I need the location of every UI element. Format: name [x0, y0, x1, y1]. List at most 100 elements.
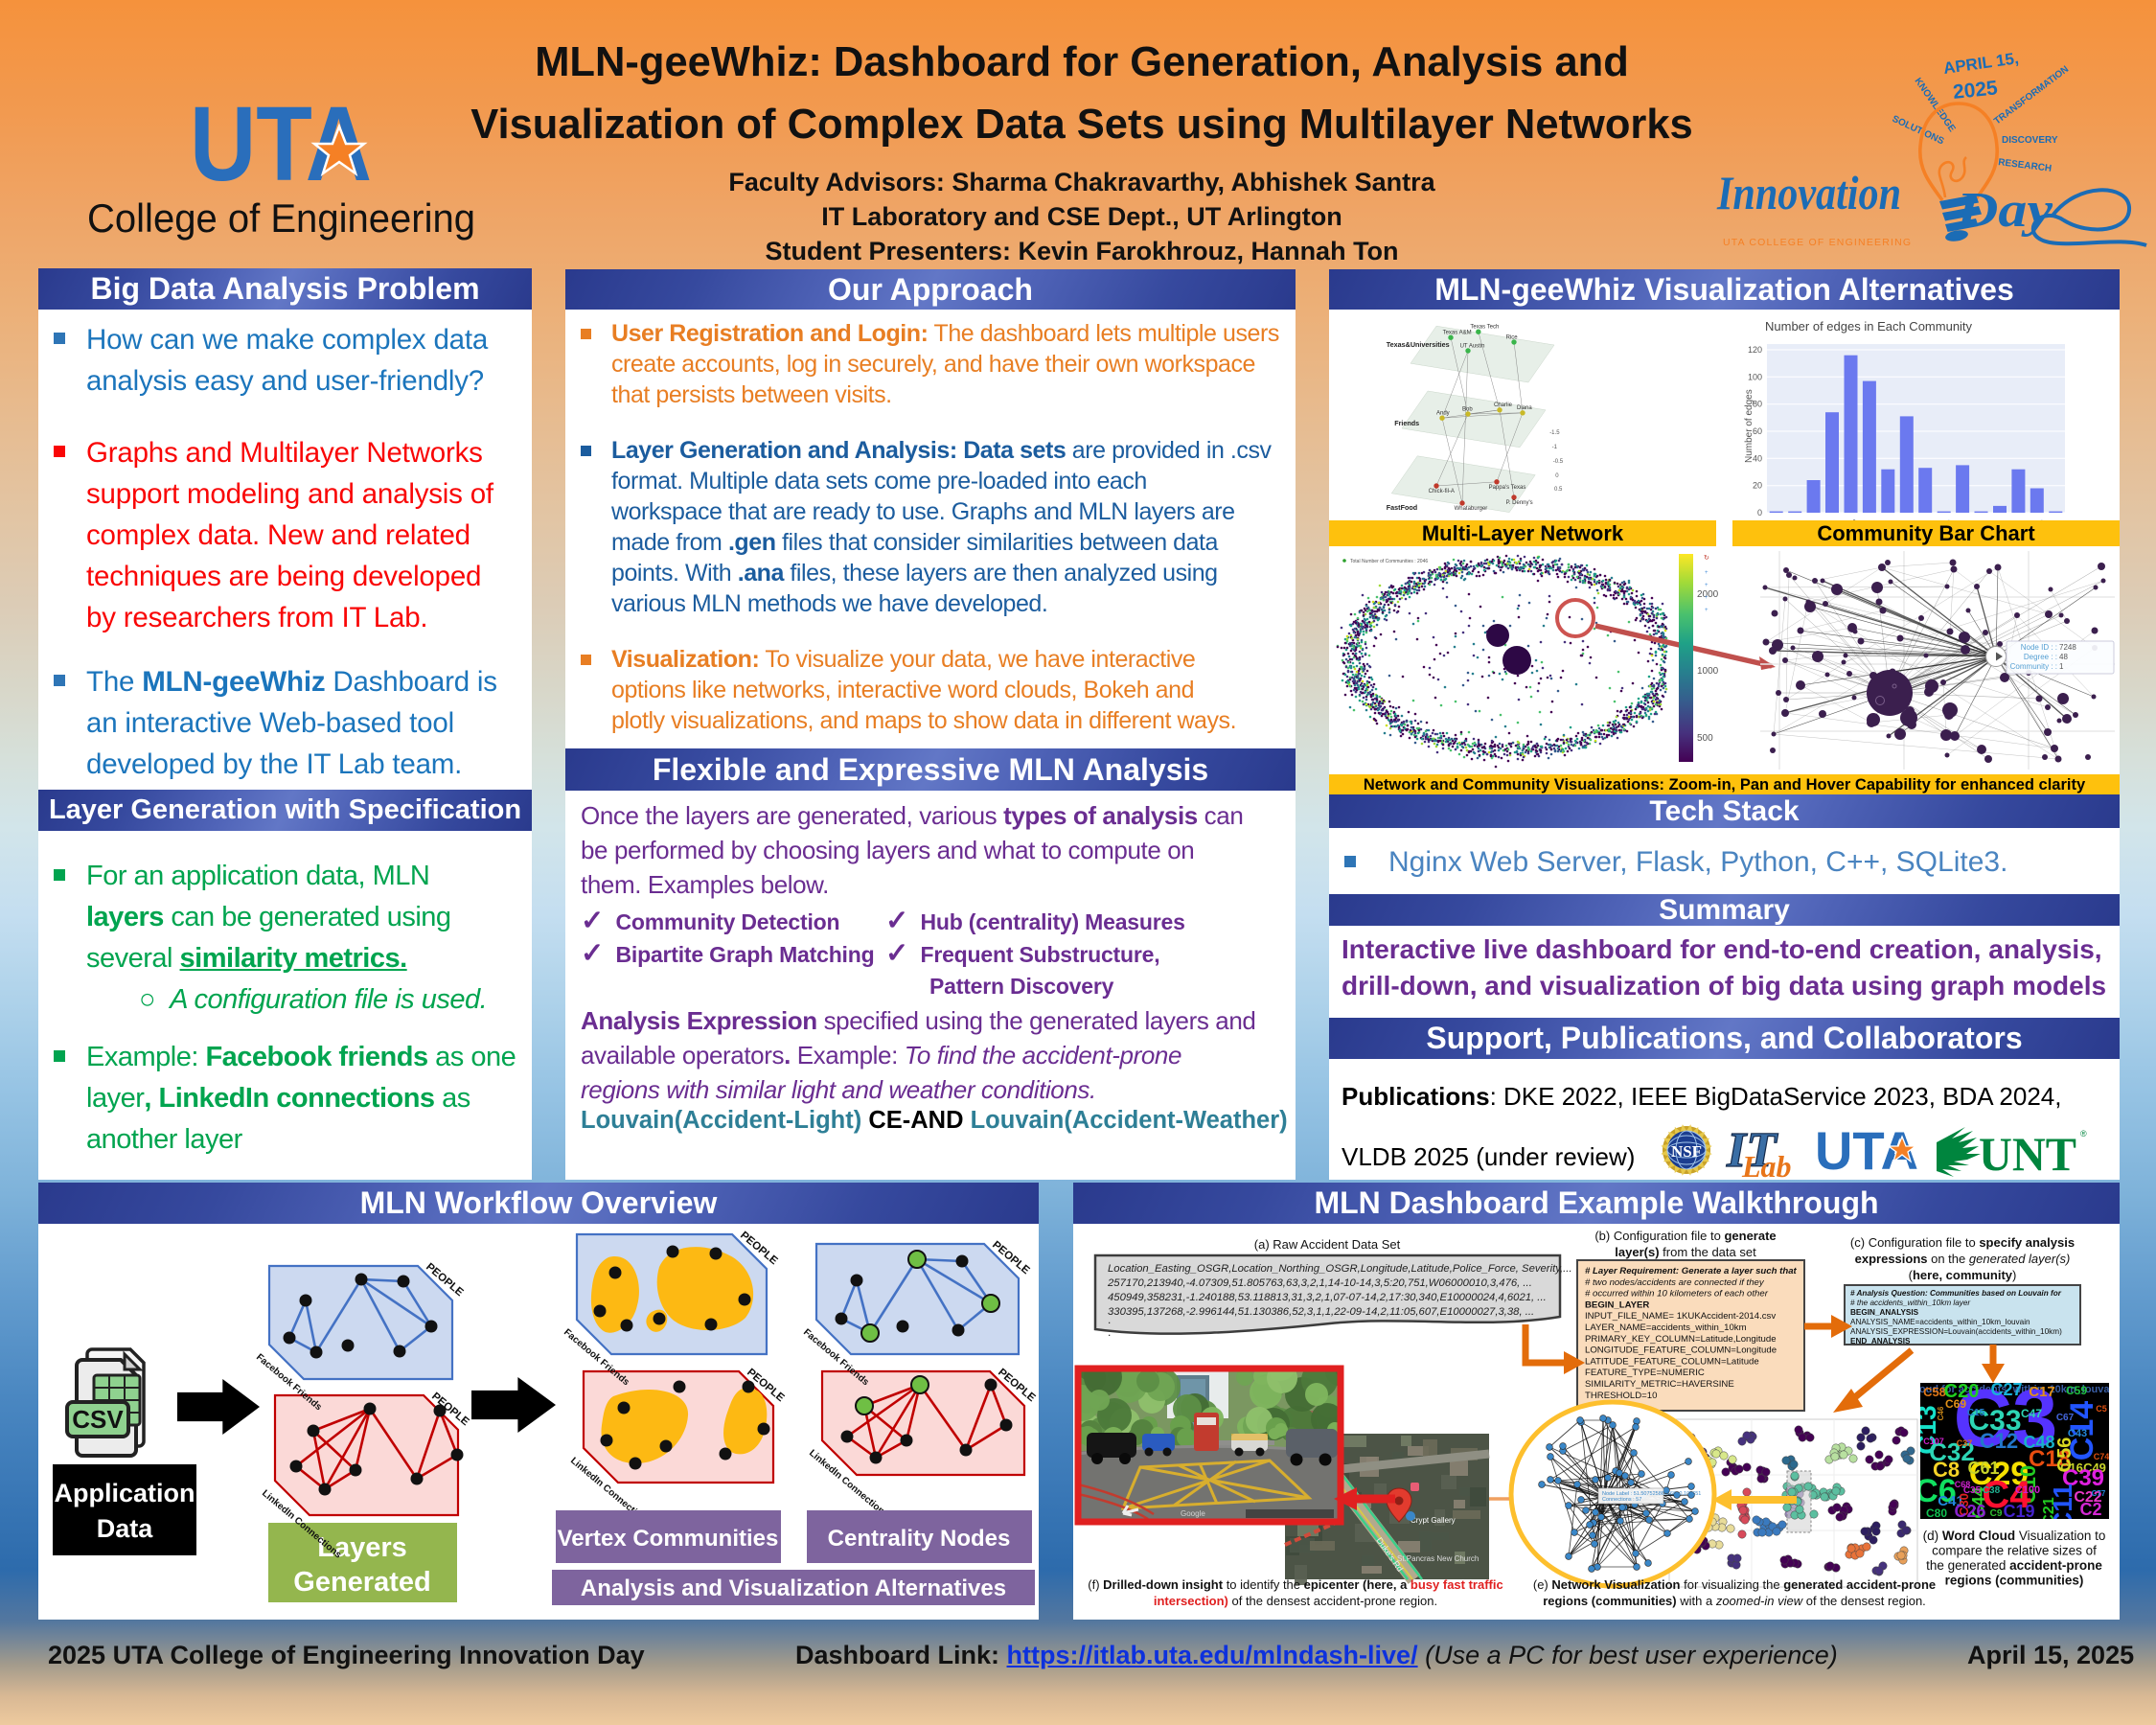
svg-text:Node Label : 51.507525866666,-: Node Label : 51.507525866666,-0.105651: [1602, 1491, 1701, 1497]
svg-text:CSV: CSV: [72, 1405, 124, 1434]
svg-text:Chick-fil-A: Chick-fil-A: [1429, 489, 1455, 494]
svg-text:Connections : 57: Connections : 57: [1602, 1497, 1641, 1503]
svg-text:(a) Raw Accident Data Set: (a) Raw Accident Data Set: [1254, 1237, 1401, 1252]
svg-text:C14: C14: [2064, 1401, 2100, 1460]
svg-text:TRANSFORMATION: TRANSFORMATION: [1992, 64, 2071, 127]
svg-text:APRIL 15,: APRIL 15,: [1942, 49, 2020, 78]
svg-text:.: .: [1108, 1325, 1111, 1339]
svg-text:C58: C58: [1923, 1385, 1946, 1399]
svg-text:Charlie: Charlie: [1494, 402, 1513, 408]
svg-text:C19: C19: [2003, 1502, 2034, 1521]
svg-text:RESEARCH: RESEARCH: [1998, 157, 2053, 174]
svg-text:0: 0: [1757, 508, 1762, 518]
svg-text:Data: Data: [97, 1514, 154, 1543]
svg-text:ANALYSIS_EXPRESSION=Louvain(ac: ANALYSIS_EXPRESSION=Louvain(accidents_wi…: [1850, 1327, 2062, 1336]
svg-text:C3: C3: [1954, 1373, 2058, 1464]
svg-text:Location_Easting_OSGR,Location: Location_Easting_OSGR,Location_Northing_…: [1108, 1263, 1572, 1275]
svg-text:(b) Configuration file to gene: (b) Configuration file to generate: [1594, 1229, 1776, 1243]
svg-text:C8: C8: [1933, 1458, 1960, 1482]
svg-text:UTA COLLEGE OF ENGINEERING: UTA COLLEGE OF ENGINEERING: [1723, 237, 1912, 248]
svg-text:(d) Word Cloud Visualization t: (d) Word Cloud Visualization to: [1923, 1529, 2106, 1543]
svg-text:+: +: [1705, 570, 1709, 576]
svg-text:Number of edges in Each Commun: Number of edges in Each Community: [1765, 319, 1973, 334]
svg-text:+: +: [1705, 595, 1709, 601]
svg-text:2025: 2025: [1952, 77, 1999, 104]
svg-text:C27: C27: [1990, 1380, 2022, 1399]
svg-text:Diana: Diana: [1517, 405, 1532, 411]
svg-text:NSF: NSF: [1671, 1142, 1702, 1161]
svg-text:# Layer Requirement: Generate: # Layer Requirement: Generate a layer su…: [1585, 1266, 1798, 1276]
svg-text:C32: C32: [1929, 1438, 1975, 1466]
svg-text:C46: C46: [1937, 1406, 1945, 1420]
svg-text:SOLUTIONS: SOLUTIONS: [1891, 114, 1946, 148]
svg-text:regions (communities) with a z: regions (communities) with a zoomed-in v…: [1543, 1594, 1926, 1608]
svg-text:C4: C4: [1982, 1474, 2031, 1516]
svg-text:C33: C33: [1968, 1405, 2021, 1437]
svg-text:C80: C80: [1926, 1506, 1947, 1520]
svg-text:120: 120: [1748, 345, 1762, 355]
svg-text:2000: 2000: [1697, 589, 1719, 600]
svg-text:C15: C15: [1967, 1408, 1985, 1418]
svg-text:C30: C30: [1957, 1493, 1971, 1516]
svg-text:(f) Drilled-down insight to id: (f) Drilled-down insight to identify the…: [1088, 1577, 1502, 1592]
svg-text:Day: Day: [1956, 183, 2053, 238]
svg-text:+: +: [1705, 583, 1709, 588]
svg-text:END_ANALYSIS: END_ANALYSIS: [1850, 1337, 1911, 1346]
svg-text:7248: 7248: [2059, 643, 2076, 652]
svg-text:C59: C59: [2066, 1384, 2087, 1397]
svg-text:Centrality Nodes: Centrality Nodes: [828, 1526, 1011, 1552]
svg-text:C18: C18: [2029, 1446, 2071, 1472]
svg-text:Friends: Friends: [1394, 419, 1419, 427]
svg-text:Degree : :: Degree : :: [2024, 653, 2057, 661]
svg-text:80: 80: [1753, 400, 1762, 409]
svg-text:Node ID : :: Node ID : :: [2021, 643, 2057, 652]
svg-text:Rice: Rice: [1506, 334, 1519, 340]
svg-text:(e) Network Visualization for: (e) Network Visualization for visualizin…: [1533, 1577, 1936, 1592]
svg-text:C26: C26: [1954, 1502, 1985, 1521]
svg-text:C11: C11: [2048, 1484, 2077, 1531]
svg-text:# Analysis Question: Communiti: # Analysis Question: Communities based o…: [1850, 1289, 2062, 1298]
svg-text:Pappa's Texas: Pappa's Texas: [1489, 485, 1526, 491]
svg-text:-1.5: -1.5: [1549, 430, 1560, 436]
svg-text:C21: C21: [2041, 1497, 2057, 1525]
svg-text:C49: C49: [2083, 1460, 2106, 1475]
svg-text:C12: C12: [1980, 1429, 2018, 1453]
svg-text:60: 60: [1753, 426, 1762, 436]
svg-text:SIMILARITY_METRIC=HAVERSINE: SIMILARITY_METRIC=HAVERSINE: [1585, 1379, 1734, 1390]
svg-text:THRESHOLD=10: THRESHOLD=10: [1585, 1391, 1657, 1401]
svg-text:FEATURE_TYPE=NUMERIC: FEATURE_TYPE=NUMERIC: [1585, 1368, 1705, 1378]
svg-text:C13: C13: [1912, 1405, 1941, 1454]
svg-text:C20: C20: [1944, 1381, 1980, 1402]
svg-text:Bob: Bob: [1462, 406, 1473, 412]
svg-text:C17: C17: [2029, 1384, 2055, 1400]
svg-text:®: ®: [2080, 1129, 2087, 1138]
svg-text:↻: ↻: [1704, 555, 1709, 562]
svg-text:Layers: Layers: [317, 1532, 407, 1563]
svg-text:LATITUDE_FEATURE_COLUMN=Latitu: LATITUDE_FEATURE_COLUMN=Latitude: [1585, 1356, 1759, 1367]
svg-text:Innovation: Innovation: [1716, 166, 1901, 219]
svg-text:0.5: 0.5: [1554, 487, 1563, 493]
svg-text:.: .: [1108, 1313, 1111, 1326]
svg-text:LAYER_NAME=accidents_within_10: LAYER_NAME=accidents_within_10km: [1585, 1322, 1747, 1333]
svg-text:Andy: Andy: [1436, 411, 1450, 417]
svg-text:1: 1: [2059, 662, 2064, 671]
svg-text:Google: Google: [1181, 1509, 1205, 1518]
svg-text:Total Number of Communities :: Total Number of Communities : 2046: [1350, 559, 1428, 564]
svg-text:C35: C35: [1963, 1485, 1982, 1496]
svg-text:330395,137268,-2.996144,51.130: 330395,137268,-2.996144,51.130386,52,3,1…: [1108, 1306, 1534, 1318]
svg-text:20: 20: [1753, 481, 1762, 491]
svg-text:Lab: Lab: [1741, 1149, 1792, 1184]
svg-text:St.Pancras New Church: St.Pancras New Church: [1397, 1554, 1479, 1563]
svg-text:C56: C56: [2054, 1438, 2076, 1473]
svg-text:C29: C29: [1969, 1456, 2029, 1492]
svg-text:C69: C69: [1945, 1397, 1966, 1411]
svg-text:UNT: UNT: [1979, 1127, 2076, 1181]
svg-text:Crypt Gallery: Crypt Gallery: [1411, 1516, 1456, 1525]
svg-text:-1: -1: [1552, 445, 1558, 450]
svg-text:C74: C74: [2094, 1452, 2110, 1461]
svg-text:257170,213940,-4.07309,51.8057: 257170,213940,-4.07309,51.805763,63,3,2,…: [1107, 1277, 1532, 1289]
svg-text:intersection) of the densest a: intersection) of the densest accident-pr…: [1154, 1594, 1437, 1608]
svg-text:ANALYSIS_NAME=accidents_within: ANALYSIS_NAME=accidents_within_10km_louv…: [1850, 1318, 2030, 1326]
svg-text:C107: C107: [1923, 1437, 1944, 1446]
svg-text:Texas A&M: Texas A&M: [1443, 331, 1472, 336]
